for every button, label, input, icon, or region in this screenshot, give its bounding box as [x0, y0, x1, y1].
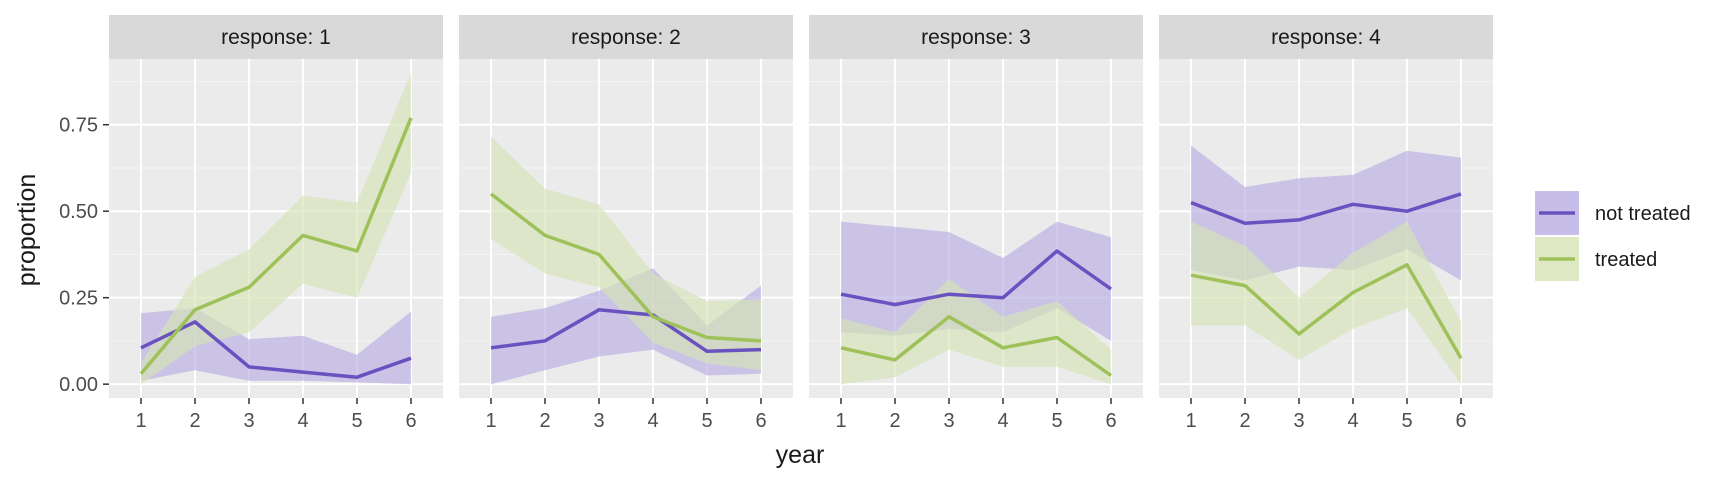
x-tick-label: 6 — [1105, 410, 1116, 432]
legend-label: not treated — [1595, 203, 1691, 225]
series-line-not-treated — [140, 320, 412, 379]
x-tick-label: 4 — [297, 410, 308, 432]
y-tick-label: 0.00 — [59, 374, 98, 396]
facet-strip — [459, 15, 793, 59]
facet-strip — [809, 15, 1143, 59]
facet-panel-1: response: 1 1 2 3 4 5 6 0.00 0.25 0.50 0.75 — [59, 15, 443, 432]
x-tick-label: 1 — [485, 410, 496, 432]
ribbon-treated — [1191, 221, 1461, 385]
series-line-not-treated — [840, 249, 1113, 307]
x-axis-title: year — [776, 441, 825, 469]
x-tick-label: 4 — [997, 410, 1008, 432]
x-tick-label: 3 — [1293, 410, 1304, 432]
x-tick-label: 1 — [835, 410, 846, 432]
series-line-treated — [139, 117, 413, 375]
x-tick-label: 5 — [1051, 410, 1062, 432]
legend-label: treated — [1595, 249, 1657, 271]
x-tick-label: 3 — [943, 410, 954, 432]
x-tick-label: 1 — [1185, 410, 1196, 432]
y-tick-label: 0.25 — [59, 288, 98, 310]
series-line-not-treated — [1190, 192, 1462, 226]
facet-strip — [1159, 15, 1493, 59]
x-tick-label: 3 — [593, 410, 604, 432]
x-tick-label: 5 — [701, 410, 712, 432]
facet-panel-2: response: 2 1 2 3 4 5 6 — [459, 15, 793, 432]
facet-strip-label: response: 1 — [221, 26, 331, 49]
facet-strip-label: response: 4 — [1271, 26, 1381, 49]
series-line-treated — [1190, 263, 1463, 360]
y-axis-title: proportion — [13, 174, 41, 287]
x-tick-label: 2 — [1239, 410, 1250, 432]
x-tick-label: 2 — [539, 410, 550, 432]
series-line-not-treated — [490, 308, 762, 354]
facet-strip-label: response: 2 — [571, 26, 681, 49]
facet-panels: response: 11 2 3 4 5 60.000.250.500.75respons… — [59, 15, 1493, 432]
x-tick-label: 2 — [889, 410, 900, 432]
facet-panel-4: response: 4 1 2 3 4 5 6 — [1159, 15, 1493, 432]
legend: not treated treated — [1535, 191, 1691, 281]
ribbon-treated — [141, 72, 411, 385]
y-tick-label: 0.50 — [59, 201, 98, 223]
x-tick-label: 5 — [1401, 410, 1412, 432]
facet-strip — [109, 15, 443, 59]
legend-item-treated: treated — [1535, 237, 1657, 281]
y-tick-label: 0.75 — [59, 115, 98, 137]
x-tick-label: 6 — [755, 410, 766, 432]
x-tick-label: 4 — [1347, 410, 1358, 432]
x-tick-label: 6 — [1455, 410, 1466, 432]
ribbon-treated — [491, 136, 761, 371]
series-line-treated — [489, 192, 762, 343]
x-tick-label: 5 — [351, 410, 362, 432]
legend-item-not-treated: not treated — [1535, 191, 1691, 235]
x-tick-label: 1 — [135, 410, 146, 432]
x-tick-label: 6 — [405, 410, 416, 432]
x-tick-label: 3 — [243, 410, 254, 432]
facet-panel-3: response: 3 1 2 3 4 5 6 — [809, 15, 1143, 432]
x-tick-label: 2 — [189, 410, 200, 432]
facet-strip-label: response: 3 — [921, 26, 1031, 49]
x-tick-label: 4 — [647, 410, 658, 432]
series-line-treated — [840, 314, 1113, 377]
